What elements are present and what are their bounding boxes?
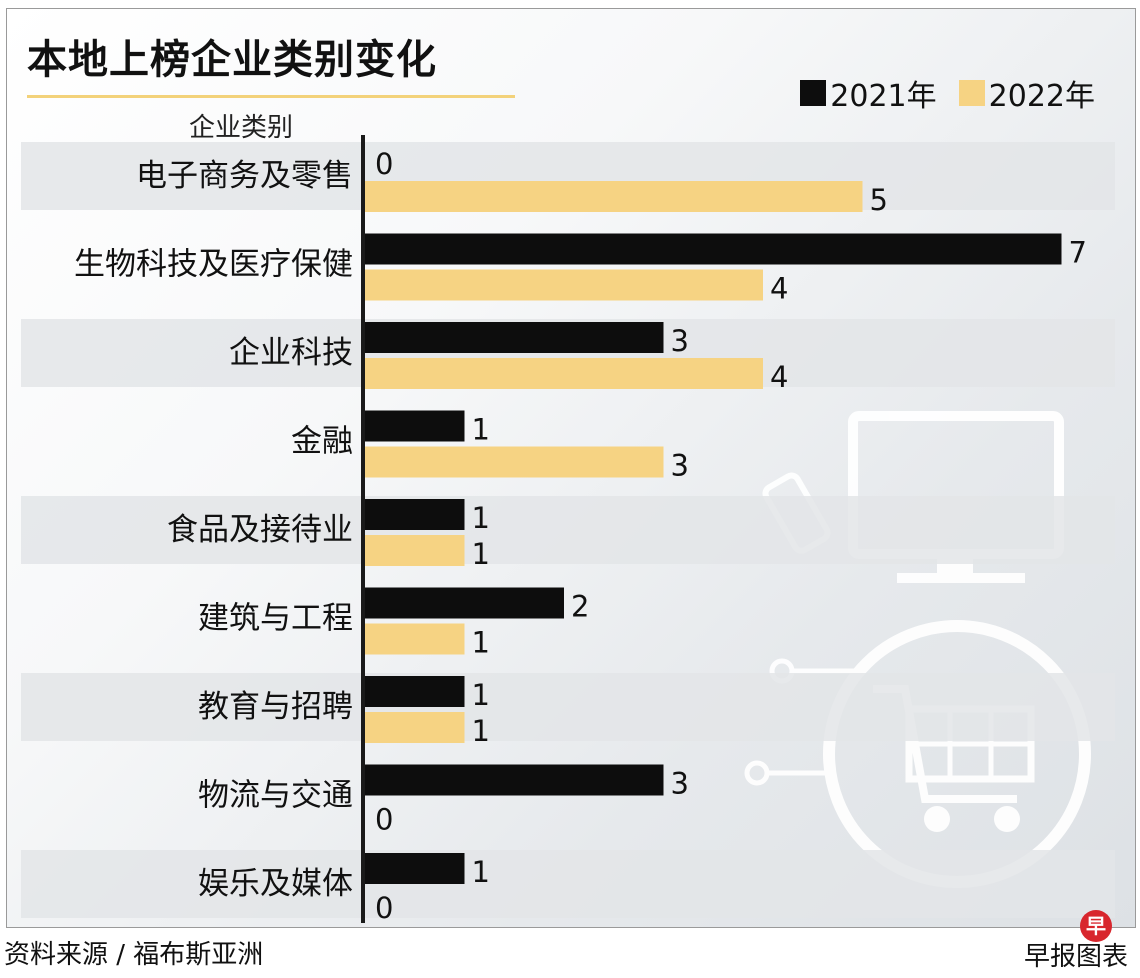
data-label: 1 [472, 413, 490, 447]
data-label: 1 [472, 678, 490, 712]
data-label: 0 [375, 147, 393, 181]
decoration-icons [744, 411, 1091, 888]
legend-swatch-2021 [800, 80, 827, 106]
bars [365, 181, 1062, 884]
row-band [21, 850, 1115, 918]
chart-frame: 本地上榜企业类别变化 2021年 2022年 企业类别 [6, 8, 1136, 928]
data-label: 4 [770, 272, 788, 306]
bar-2021 [365, 853, 465, 884]
category-label: 物流与交通 [198, 778, 353, 814]
data-label: 0 [375, 891, 393, 925]
legend-label-2022: 2022年 [988, 79, 1095, 114]
category-label: 食品及接待业 [167, 512, 353, 548]
bar-2022 [365, 358, 763, 389]
category-label: 生物科技及医疗保健 [74, 247, 353, 283]
bar-2021 [365, 764, 664, 796]
bar-2021 [365, 676, 465, 707]
bar-2021 [365, 499, 465, 530]
data-label: 4 [770, 360, 788, 394]
category-label: 企业科技 [229, 335, 353, 371]
bar-2021 [365, 587, 564, 619]
data-label: 1 [472, 626, 490, 660]
bar-2021 [365, 322, 664, 353]
bar-2022 [365, 269, 763, 301]
data-label: 3 [671, 449, 689, 483]
bar-2022 [365, 446, 664, 478]
legend-label-2021: 2021年 [830, 79, 937, 114]
data-label: 5 [870, 183, 888, 217]
source-note: 资料来源 / 福布斯亚洲 [4, 940, 264, 970]
category-label: 金融 [291, 424, 353, 460]
credit-note: 早报图表 [1023, 942, 1128, 972]
row-band [21, 673, 1115, 741]
chart-title: 本地上榜企业类别变化 [27, 37, 437, 83]
data-label: 1 [472, 501, 490, 535]
category-axis-title: 企业类别 [189, 113, 294, 143]
bar-chart: 电子商务及零售生物科技及医疗保健企业科技金融食品及接待业建筑与工程教育与招聘物流… [21, 135, 1115, 925]
legend: 2021年 2022年 [800, 71, 1095, 115]
category-label: 电子商务及零售 [136, 158, 353, 194]
data-label: 3 [671, 767, 689, 801]
legend-swatch-2022 [958, 80, 985, 106]
data-label: 1 [472, 855, 490, 889]
bar-2022 [365, 623, 465, 655]
row-band [21, 496, 1115, 564]
shopping-cart-icon [744, 620, 1091, 888]
category-label: 娱乐及媒体 [198, 866, 353, 902]
legend-item-2021: 2021年 [800, 71, 937, 115]
category-labels: 电子商务及零售生物科技及医疗保健企业科技金融食品及接待业建筑与工程教育与招聘物流… [74, 158, 353, 902]
bar-2021 [365, 410, 465, 442]
data-label: 1 [472, 714, 490, 748]
category-label: 建筑与工程 [198, 601, 353, 637]
data-label: 7 [1069, 236, 1087, 270]
data-label: 2 [571, 590, 589, 624]
bar-2021 [365, 233, 1062, 265]
data-label: 1 [472, 537, 490, 571]
category-label: 教育与招聘 [198, 689, 353, 725]
legend-item-2022: 2022年 [958, 71, 1095, 115]
bar-2022 [365, 181, 863, 212]
zaobao-logo: 早 [1080, 910, 1112, 942]
data-label: 0 [375, 803, 393, 837]
bar-2022 [365, 535, 465, 566]
bar-2022 [365, 712, 465, 743]
title-underline [27, 95, 515, 98]
data-label: 3 [671, 324, 689, 358]
